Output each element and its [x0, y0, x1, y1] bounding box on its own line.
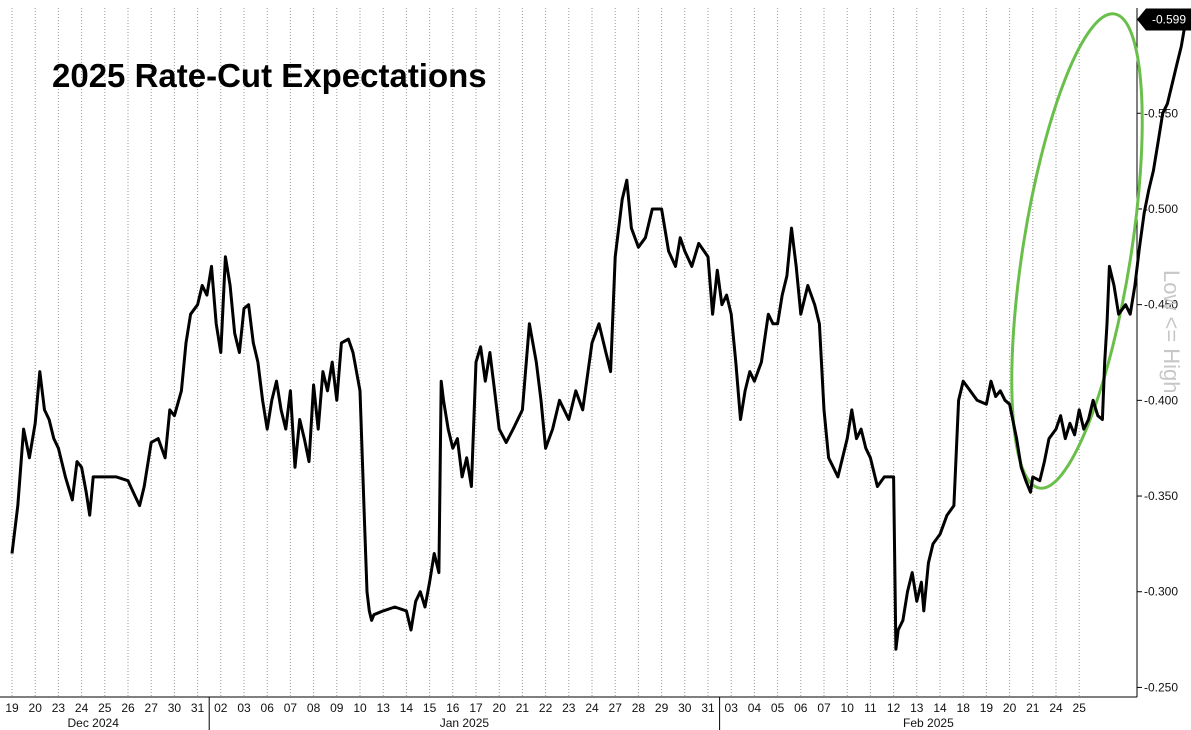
x-tick-label: 13 — [377, 701, 391, 715]
x-tick-label: 17 — [469, 701, 483, 715]
x-tick-label: 08 — [307, 701, 321, 715]
x-tick-label: 07 — [817, 701, 831, 715]
series-layer — [10, 19, 1188, 651]
x-tick-label: 22 — [539, 701, 553, 715]
x-tick-label: 13 — [910, 701, 924, 715]
x-tick-label: 26 — [121, 701, 135, 715]
x-tick-label: 12 — [887, 701, 901, 715]
x-tick-label: 24 — [1049, 701, 1063, 715]
x-tick-label: 15 — [423, 701, 437, 715]
x-tick-label: 23 — [562, 701, 576, 715]
last-value-marker: -0.599 — [1137, 8, 1191, 31]
x-tick-label: 31 — [191, 701, 205, 715]
x-tick-label: 06 — [794, 701, 808, 715]
x-tick-label: 25 — [98, 701, 112, 715]
x-tick-label: 21 — [1026, 701, 1040, 715]
x-tick-label: 18 — [957, 701, 971, 715]
x-tick-label: 31 — [701, 701, 715, 715]
vertical-gridlines — [11, 8, 1080, 697]
y-tick-label: -0.400 — [1144, 393, 1178, 407]
x-tick-label: 20 — [29, 701, 43, 715]
x-tick-label: 20 — [1003, 701, 1017, 715]
x-tick-label: 05 — [771, 701, 785, 715]
x-tick-label: 30 — [168, 701, 182, 715]
chart-title: 2025 Rate-Cut Expectations — [52, 57, 487, 94]
x-axis: 19 20 23 24 25 26 27 30 31 02 03 06 07 08 09 10 13 14 15 16… — [0, 696, 1137, 730]
x-tick-label: 20 — [493, 701, 507, 715]
x-tick-label: 04 — [748, 701, 762, 715]
y-tick-label: -0.550 — [1144, 106, 1178, 120]
y-tick-label: -0.450 — [1144, 298, 1178, 312]
y-tick-label: -0.250 — [1144, 680, 1178, 694]
x-tick-label: 14 — [400, 701, 414, 715]
axis-direction-note: Low <= High — [1159, 270, 1184, 394]
x-tick-label: 07 — [284, 701, 298, 715]
x-tick-label: 21 — [516, 701, 530, 715]
last-value-label: -0.599 — [1152, 12, 1186, 26]
x-tick-label: 29 — [655, 701, 669, 715]
month-label: Dec 2024 — [68, 716, 120, 730]
x-tick-label: 10 — [353, 701, 367, 715]
y-tick-label: -0.300 — [1144, 585, 1178, 599]
x-tick-label: 27 — [609, 701, 623, 715]
x-tick-label: 06 — [261, 701, 275, 715]
x-tick-label: 24 — [585, 701, 599, 715]
highlight-ellipse-shape — [1010, 12, 1144, 490]
x-tick-label: 23 — [52, 701, 66, 715]
last-value-box — [1137, 8, 1191, 31]
x-tick-label: 19 — [980, 701, 994, 715]
x-tick-label: 03 — [725, 701, 739, 715]
month-label: Feb 2025 — [903, 716, 954, 730]
x-tick-label: 03 — [237, 701, 251, 715]
x-tick-label: 19 — [5, 701, 19, 715]
x-tick-label: 24 — [75, 701, 89, 715]
series-line — [10, 19, 1188, 651]
x-tick-label: 09 — [330, 701, 344, 715]
x-tick-label: 28 — [632, 701, 646, 715]
x-tick-label: 11 — [864, 701, 877, 715]
month-label: Jan 2025 — [440, 716, 490, 730]
x-tick-label: 14 — [933, 701, 947, 715]
y-tick-label: -0.500 — [1144, 202, 1178, 216]
x-tick-label: 30 — [678, 701, 692, 715]
x-tick-label: 25 — [1073, 701, 1087, 715]
x-tick-label: 27 — [145, 701, 159, 715]
x-tick-label: 02 — [214, 701, 228, 715]
x-tick-label: 16 — [446, 701, 460, 715]
y-tick-label: -0.350 — [1144, 489, 1178, 503]
y-axis: -0.550 -0.500 -0.450 -0.400 -0.350 -0.300 -0.2… — [1136, 8, 1178, 697]
highlight-ellipse — [1010, 12, 1144, 490]
x-tick-label: 10 — [841, 701, 855, 715]
